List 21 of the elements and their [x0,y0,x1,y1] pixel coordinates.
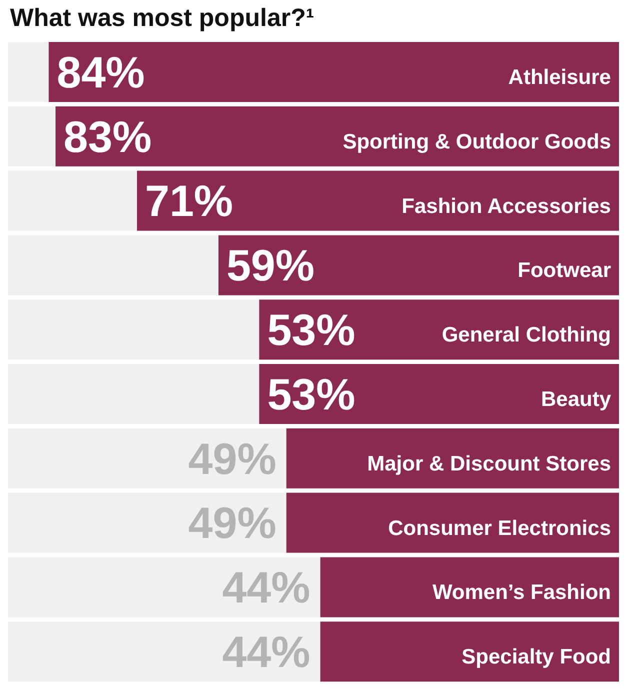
data-label: 53% [267,306,356,355]
data-label: 44% [222,564,310,613]
y-tick-label: Specialty Food [462,646,611,669]
y-tick-label: Footwear [518,259,611,282]
data-label: 53% [267,370,356,420]
data-label: 83% [64,112,152,162]
data-label: 71% [144,177,234,226]
y-tick-label: Fashion Accessories [402,194,611,218]
y-tick-label: Women’s Fashion [432,581,611,604]
y-tick-label: Consumer Electronics [388,516,611,540]
y-tick-label: Athleisure [508,66,611,89]
y-tick-label: Major & Discount Stores [367,452,611,476]
data-label: 59% [226,242,315,291]
data-label: 49% [188,499,276,548]
data-label: 84% [56,48,145,98]
chart-title: What was most popular?¹ [10,4,316,34]
y-tick-label: General Clothing [442,324,611,347]
y-tick-label: Beauty [540,388,612,411]
data-label: 44% [222,628,310,677]
data-label: 49% [188,434,276,484]
y-tick-label: Sporting & Outdoor Goods [342,130,611,154]
